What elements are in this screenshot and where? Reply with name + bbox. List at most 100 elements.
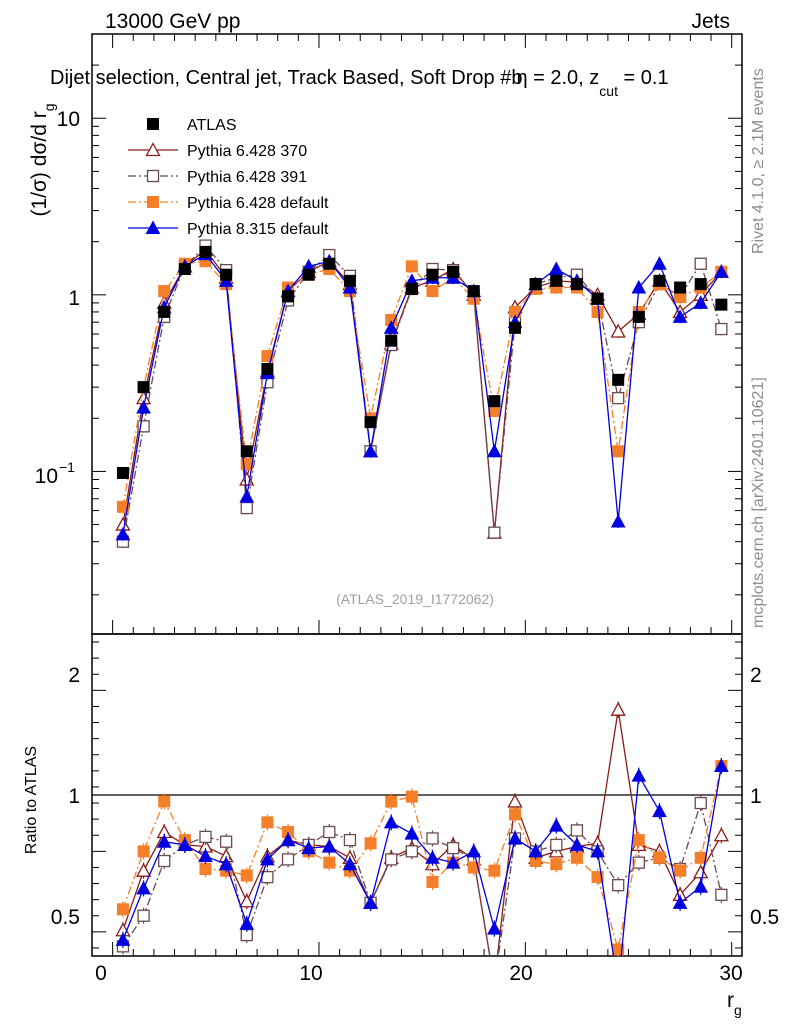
ratio-tick-label-2: 2 [68,664,80,687]
ratio-point-1-18 [488,977,501,989]
ratio-point-3-14 [405,790,418,803]
ratio-point-2-14 [405,845,418,858]
point-4-6 [239,489,255,503]
x-axis-label-sub: g [734,1002,742,1018]
ratio-point-3-4 [199,863,212,876]
ratio-point-4-23 [590,843,605,858]
point-3-0 [116,500,129,513]
legend-label-2: Pythia 6.428 391 [187,169,307,186]
ratio-point-4-22 [569,837,585,851]
legend-label-3: Pythia 6.428 default [187,195,329,212]
ratio-point-3-0 [116,903,129,916]
point-0-13 [385,334,398,347]
ratio-point-2-29 [715,888,728,901]
ratio-point-4-0 [115,932,131,946]
ratio-point-1-6 [239,893,255,908]
ratio-point-3-18 [488,864,501,877]
series-line-3 [122,260,722,507]
ratio-point-4-15 [425,850,440,864]
legend-marker-1 [145,142,161,157]
point-2-1 [137,420,150,433]
ratio-point-4-27 [672,895,688,909]
point-4-27 [672,309,688,323]
ratio-point-3-10 [323,856,336,869]
ratio-point-1-1 [135,862,152,877]
ratio-point-2-15 [426,832,439,845]
y-axis-label: (1/σ) dσ/d rg [28,103,57,216]
point-0-17 [467,285,480,298]
point-0-12 [364,416,377,429]
ratio-point-2-2 [158,854,171,868]
point-0-10 [323,257,336,270]
ratio-point-3-15 [426,875,439,888]
point-0-9 [302,268,315,281]
legend-marker-3 [147,196,159,208]
legend-label-4: Pythia 8.315 default [187,221,329,238]
point-0-28 [694,278,707,291]
main-y-tick-labels: 10 1 10 −1 [35,108,80,488]
point-0-5 [220,268,233,281]
point-0-23 [591,292,604,305]
point-0-21 [550,274,563,287]
ratio-point-4-7 [260,851,275,866]
ratio-tick-label-05: 0.5 [51,906,80,929]
ratio-plot-series [115,701,729,989]
ratio-point-4-18 [487,921,502,935]
legend-markers [128,118,178,234]
ratio-point-3-27 [674,864,687,877]
point-4-13 [383,320,399,334]
ratio-point-2-8 [281,853,295,866]
point-3-15 [426,285,439,298]
legend: ATLAS Pythia 6.428 370 Pythia 6.428 391 … [187,117,329,238]
ratio-point-4-8 [280,832,296,847]
main-plot-series [115,239,729,549]
ratio-point-3-23 [591,871,604,884]
ratio-point-3-17 [467,861,480,874]
ratio-point-2-13 [385,853,398,866]
point-2-28 [694,257,707,270]
point-4-18 [487,443,502,458]
point-3-2 [158,285,171,298]
plot-title-tail: = 0.1 [618,67,669,89]
ratio-point-2-16 [446,841,460,855]
ratio-point-4-29 [714,758,729,773]
point-2-18 [488,526,501,539]
ratio-point-3-12 [364,837,377,850]
ratio-y-tick-labels: 2 1 0.5 2 1 0.5 [51,664,779,929]
ratio-point-4-2 [156,834,172,848]
point-4-29 [714,264,729,278]
point-0-20 [529,278,542,291]
ratio-point-2-5 [219,835,233,848]
point-0-19 [509,321,522,334]
plot-title-sub: cut [599,83,618,99]
ratio-point-4-20 [528,843,543,858]
point-0-29 [715,298,728,311]
ratio-point-4-12 [363,895,378,909]
point-2-29 [715,322,728,336]
point-4-1 [136,399,151,414]
x-tick-label-0: 0 [95,962,107,985]
ratio-point-2-10 [323,825,336,839]
ratio-point-2-24 [612,879,625,892]
x-tick-labels: 0 10 20 30 [95,962,743,985]
ratio-point-1-28 [693,864,709,879]
x-axis-label-main: r [727,989,734,1012]
point-0-7 [261,363,274,376]
ratio-point-4-28 [693,879,709,893]
series-line-2 [122,244,722,542]
point-4-12 [363,443,378,458]
ratio-point-4-17 [466,843,482,858]
ratio-point-3-2 [158,795,171,808]
ratio-point-3-6 [240,869,253,882]
ratio-point-4-21 [548,818,564,832]
ratio-point-2-11 [343,833,357,847]
legend-marker-2 [146,169,160,183]
point-3-24 [612,445,625,458]
analysis-watermark: (ATLAS_2019_I1772062) [336,591,494,607]
ratio-point-4-4 [198,848,213,863]
ratio-point-3-7 [261,816,274,829]
point-0-15 [426,268,439,281]
point-0-0 [116,466,129,479]
point-0-11 [343,274,356,287]
